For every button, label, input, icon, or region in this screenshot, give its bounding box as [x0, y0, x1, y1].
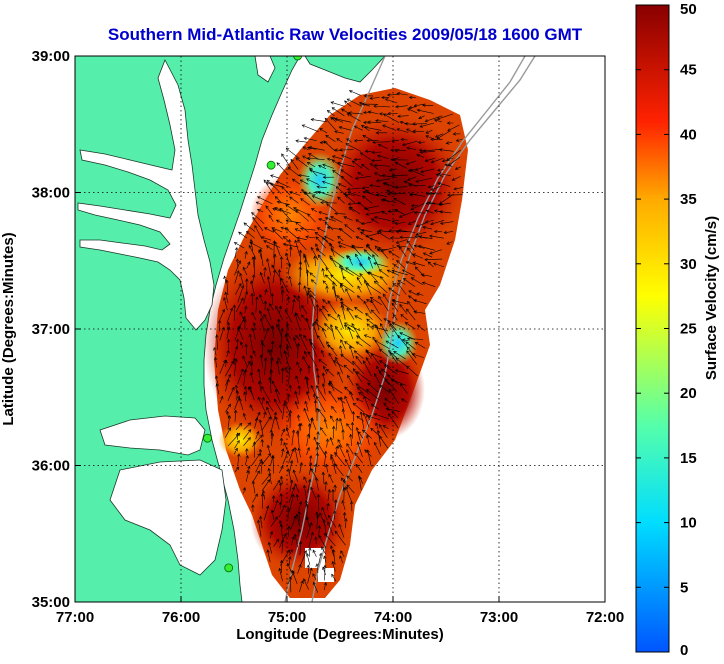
colorbar-tick-label: 25	[680, 321, 697, 338]
x-tick-label: 74:00	[374, 609, 412, 626]
colorbar-tick-label: 5	[680, 579, 688, 596]
speed-blob-red-2	[325, 115, 465, 255]
y-tick-label: 38:00	[32, 185, 70, 202]
x-tick-label: 76:00	[162, 609, 200, 626]
colorbar-tick-label: 20	[680, 385, 697, 402]
y-tick-label: 36:00	[32, 458, 70, 475]
colorbar-tick-label: 50	[680, 1, 697, 18]
colorbar-tick-label: 30	[680, 256, 697, 273]
colorbar-label: Surface Velocity (cm/s)	[703, 216, 720, 380]
y-tick-label: 39:00	[32, 48, 70, 65]
x-axis-label: Longitude (Degrees:Minutes)	[236, 626, 444, 643]
y-tick-label: 35:00	[32, 594, 70, 611]
x-tick-label: 75:00	[268, 609, 306, 626]
station-marker	[225, 564, 233, 572]
x-tick-label: 77:00	[56, 609, 94, 626]
y-tick-label: 37:00	[32, 321, 70, 338]
colorbar-tick-label: 45	[680, 62, 697, 79]
chart-title: Southern Mid-Atlantic Raw Velocities 200…	[108, 25, 583, 44]
colorbar-tick-label: 10	[680, 515, 697, 532]
colorbar-tick-label: 15	[680, 450, 697, 467]
speed-blob-yellow-2	[218, 422, 262, 458]
station-marker	[267, 161, 275, 169]
colorbar-tick-label: 0	[680, 642, 688, 659]
colorbar-tick-label: 35	[680, 191, 697, 208]
colorbar-tick-label: 40	[680, 126, 697, 143]
station-marker	[204, 434, 212, 442]
y-axis: 35:00 36:00 37:00 38:00 39:00	[32, 48, 81, 611]
speed-blob-cyan-1	[298, 152, 342, 208]
x-tick-label: 72:00	[586, 609, 624, 626]
y-axis-label: Latitude (Degrees:Minutes)	[0, 232, 17, 425]
x-tick-label: 73:00	[480, 609, 518, 626]
